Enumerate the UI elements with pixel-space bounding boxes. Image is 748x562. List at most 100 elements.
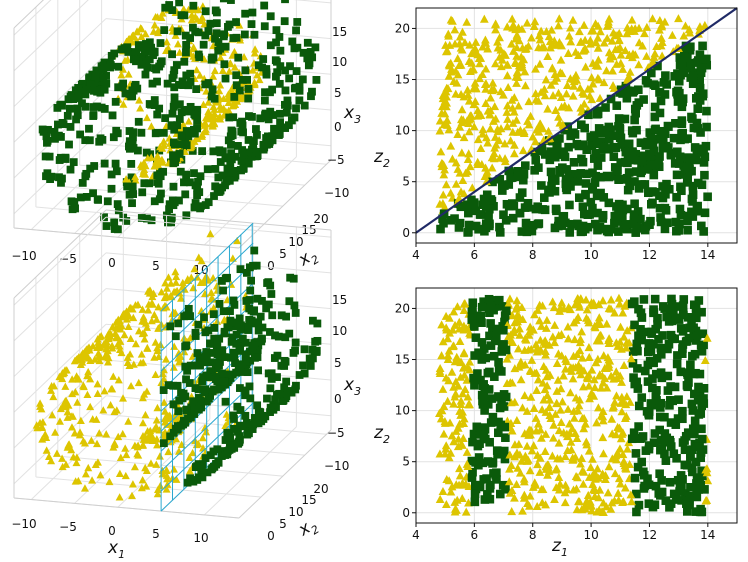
point-class-b — [470, 489, 480, 499]
grid-line — [13, 216, 107, 306]
point-class-a — [461, 168, 470, 177]
point-class-b — [552, 206, 561, 216]
point-class-b — [263, 394, 271, 403]
point-class-b — [236, 325, 245, 334]
point-class-b — [499, 340, 508, 349]
point-class-b — [469, 373, 478, 383]
point-class-a — [522, 406, 532, 415]
point-class-a — [86, 402, 95, 411]
point-class-a — [455, 336, 465, 346]
point-class-b — [168, 74, 177, 83]
point-class-b — [655, 469, 664, 479]
point-class-a — [251, 45, 260, 53]
point-class-a — [461, 479, 471, 488]
point-class-b — [667, 304, 677, 314]
point-class-b — [150, 197, 159, 206]
point-class-b — [630, 115, 639, 125]
point-class-a — [450, 504, 460, 513]
point-class-b — [488, 177, 497, 187]
point-class-b — [201, 7, 210, 16]
point-class-a — [451, 179, 461, 188]
point-class-a — [582, 305, 592, 314]
point-class-b — [629, 210, 639, 219]
point-class-a — [579, 366, 589, 375]
point-class-a — [507, 14, 517, 23]
point-class-b — [198, 377, 207, 386]
point-class-b — [478, 458, 488, 468]
point-class-b — [165, 1, 174, 9]
point-class-a — [491, 59, 500, 68]
point-class-b — [51, 134, 59, 143]
point-class-a — [596, 383, 606, 392]
point-class-b — [500, 311, 510, 320]
point-class-a — [147, 122, 156, 130]
point-class-a — [517, 24, 527, 33]
point-class-a — [478, 129, 487, 138]
point-class-b — [677, 496, 686, 505]
point-class-a — [515, 324, 524, 333]
point-class-a — [630, 26, 639, 35]
point-class-b — [699, 147, 708, 157]
points-front-of-plane — [159, 246, 322, 487]
point-class-b — [660, 224, 670, 234]
point-class-b — [483, 457, 493, 466]
point-class-b — [55, 156, 64, 164]
point-class-b — [181, 362, 190, 371]
point-class-a — [545, 37, 555, 46]
point-class-b — [191, 384, 200, 392]
point-class-b — [281, 86, 290, 95]
point-class-b — [504, 166, 514, 176]
point-class-b — [639, 95, 648, 104]
point-class-b — [295, 371, 304, 379]
point-class-b — [174, 407, 183, 416]
point-class-a — [446, 58, 456, 67]
point-class-b — [218, 369, 226, 378]
point-class-a — [556, 55, 566, 64]
point-class-a — [207, 288, 216, 296]
point-class-b — [569, 158, 579, 167]
point-class-b — [622, 224, 632, 234]
point-class-a — [470, 78, 480, 87]
point-class-a — [460, 38, 470, 47]
point-class-b — [643, 347, 653, 357]
point-class-b — [702, 106, 711, 116]
point-class-b — [272, 26, 281, 35]
point-class-a — [134, 327, 143, 335]
point-class-b — [667, 294, 676, 304]
point-class-b — [266, 328, 274, 336]
point-class-a — [542, 391, 552, 400]
point-class-a — [179, 5, 188, 13]
tick-label: 5 — [279, 247, 287, 261]
point-class-b — [675, 487, 684, 496]
point-class-b — [552, 143, 562, 152]
point-class-b — [653, 61, 662, 71]
point-class-a — [508, 127, 518, 136]
point-class-a — [462, 459, 472, 468]
point-class-b — [634, 500, 644, 510]
point-class-a — [499, 90, 508, 99]
point-class-b — [677, 186, 686, 196]
point-class-b — [606, 225, 616, 234]
point-class-a — [587, 298, 596, 307]
point-class-a — [439, 160, 449, 169]
point-class-a — [459, 414, 469, 423]
point-class-a — [438, 102, 447, 111]
point-class-b — [663, 386, 673, 395]
point-class-b — [235, 86, 244, 95]
point-class-b — [142, 58, 151, 66]
point-class-b — [212, 375, 220, 384]
point-class-b — [688, 197, 697, 206]
point-class-b — [177, 11, 186, 20]
point-class-b — [227, 155, 236, 164]
point-class-a — [80, 439, 89, 447]
point-class-a — [459, 299, 469, 308]
point-class-a — [550, 494, 559, 504]
point-class-b — [184, 304, 193, 313]
point-class-b — [687, 315, 696, 325]
point-class-a — [621, 400, 631, 409]
point-class-b — [572, 139, 582, 149]
point-class-a — [566, 437, 576, 446]
point-class-a — [449, 399, 458, 408]
point-class-a — [616, 50, 626, 59]
point-class-b — [290, 84, 299, 93]
